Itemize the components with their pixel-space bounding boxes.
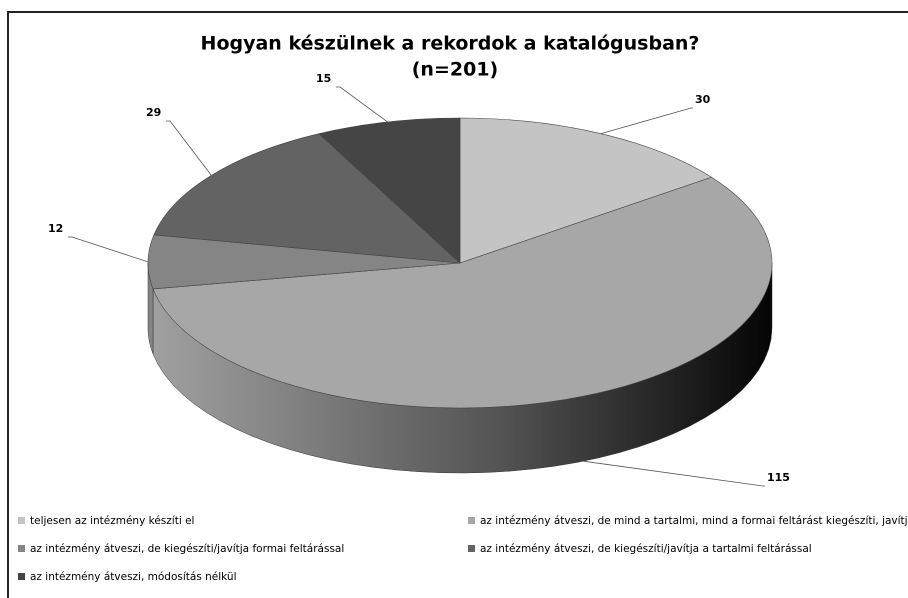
legend-label: az intézmény átveszi, de kiegészíti/javí…: [480, 543, 812, 555]
legend-swatch: [18, 545, 25, 552]
legend-label: teljesen az intézmény készíti el: [30, 515, 194, 527]
legend-swatch: [18, 573, 25, 580]
legend-swatch: [18, 517, 25, 524]
data-label: 115: [767, 471, 790, 484]
slice: [153, 133, 461, 264]
slice: [152, 176, 773, 409]
legend-label: az intézmény átveszi, de kiegészíti/javí…: [30, 543, 344, 555]
chart-subtitle: (n=201): [412, 59, 498, 81]
legend-label: az intézmény átveszi, módosítás nélkül: [30, 571, 237, 583]
data-label: 12: [48, 222, 63, 235]
leader-line: [166, 120, 212, 176]
leader-line: [583, 460, 765, 487]
leader-line: [68, 236, 149, 263]
data-label: 30: [695, 93, 711, 106]
chart-title: Hogyan készülnek a rekordok a katalógusb…: [201, 33, 700, 55]
legend-label: az intézmény átveszi, de mind a tartalmi…: [480, 515, 908, 527]
data-label: 15: [316, 72, 331, 85]
legend-swatch: [468, 517, 475, 524]
leader-line: [600, 107, 693, 135]
data-label: 29: [146, 106, 161, 119]
legend-swatch: [468, 545, 475, 552]
leader-line: [336, 86, 388, 123]
